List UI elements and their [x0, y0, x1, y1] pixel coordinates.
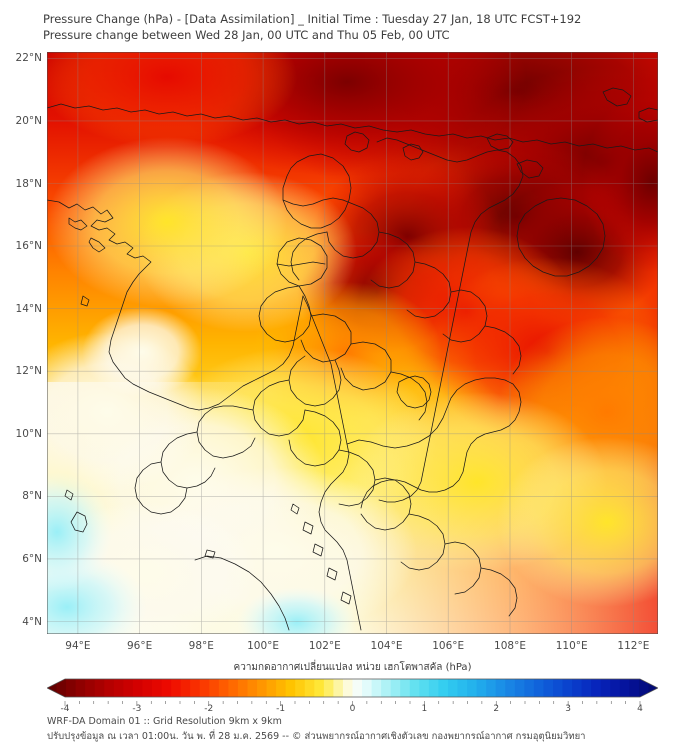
footer-line-2: ปรับปรุงข้อมูล ณ เวลา 01:00น. วัน พ. ที่…: [47, 731, 586, 742]
xtick-label: 112°E: [617, 640, 650, 652]
colorbar-tick-label: -4: [60, 704, 70, 714]
xtick-label: 106°E: [432, 640, 465, 652]
ytick-label: 12°N: [15, 365, 42, 378]
colorbar-tick-label: 2: [493, 704, 500, 714]
colorbar-tick-label: 0: [349, 704, 356, 714]
colorbar: ความกดอากาศเปลี่ยนแปลง หน่วย เฮกโตพาสคัล…: [46, 660, 659, 718]
footer: WRF-DA Domain 01 :: Grid Resolution 9km …: [47, 714, 586, 744]
colorbar-tick-label: 3: [565, 704, 571, 714]
xtick-label: 110°E: [555, 640, 588, 652]
colorbar-swatches: [46, 678, 659, 698]
colorbar-tick-label: -2: [204, 704, 214, 714]
xtick-label: 98°E: [188, 640, 214, 652]
xtick-label: 102°E: [308, 640, 341, 652]
xtick-label: 94°E: [65, 640, 91, 652]
xtick-label: 108°E: [494, 640, 526, 652]
ytick-label: 6°N: [22, 552, 42, 565]
colorbar-tick-label: 1: [421, 704, 428, 714]
colorbar-label: ความกดอากาศเปลี่ยนแปลง หน่วย เฮกโตพาสคัล…: [233, 662, 472, 673]
pressure-change-map: [47, 52, 658, 634]
title-line-2: Pressure change between Wed 28 Jan, 00 U…: [43, 27, 450, 42]
ytick-label: 10°N: [15, 427, 42, 440]
footer-line-1: WRF-DA Domain 01 :: Grid Resolution 9km …: [47, 716, 282, 727]
colorbar-ticks: [64, 701, 641, 706]
colorbar-tick-label: -3: [132, 704, 142, 714]
page-title: Pressure Change (hPa) - [Data Assimilati…: [43, 12, 581, 43]
ytick-label: 22°N: [15, 52, 42, 65]
colorbar-tick-label: 4: [637, 704, 643, 714]
xtick-label: 104°E: [370, 640, 403, 652]
ytick-label: 16°N: [15, 240, 42, 252]
xtick-label: 100°E: [247, 640, 280, 652]
xtick-label: 96°E: [126, 640, 153, 652]
field-layer: [47, 52, 658, 634]
coastlines-and-borders: [47, 87, 658, 631]
title-line-1: Pressure Change (hPa) - [Data Assimilati…: [43, 12, 582, 26]
colorbar-tick-row: -4 -3 -2 -1 0 1 2 3 4: [47, 701, 658, 718]
ytick-label: 4°N: [22, 615, 42, 628]
colorbar-tick-label: -1: [276, 704, 286, 714]
graticule: [47, 52, 658, 634]
ytick-label: 14°N: [15, 302, 42, 315]
ytick-label: 20°N: [15, 114, 42, 127]
ytick-label: 18°N: [15, 177, 42, 190]
ytick-label: 8°N: [22, 490, 42, 503]
map-plot-area: 22°N 20°N 18°N 16°N 14°N 12°N 10°N 8°N 6…: [16, 52, 658, 652]
